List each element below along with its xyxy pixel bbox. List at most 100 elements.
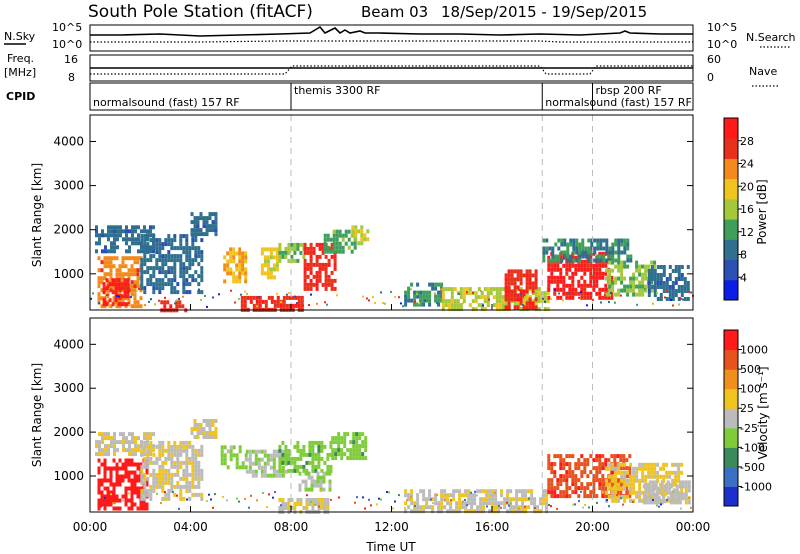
power-cell	[587, 238, 591, 243]
power-cell	[125, 225, 128, 230]
velocity-colorbar-tick-label: -1000	[740, 480, 772, 493]
velocity-cell	[404, 501, 408, 506]
power-cell	[130, 264, 134, 269]
velocity-cell	[632, 470, 636, 475]
power-cell	[109, 276, 113, 281]
velocity-cell	[263, 453, 267, 458]
velocity-cell	[248, 457, 252, 462]
power-cell	[226, 271, 230, 276]
velocity-cell	[314, 452, 318, 457]
power-cell	[179, 266, 183, 271]
velocity-cell	[620, 494, 624, 499]
power-speckle	[570, 291, 572, 294]
velocity-cell	[149, 448, 153, 453]
power-cell	[677, 289, 681, 293]
power-cell	[440, 294, 444, 299]
velocity-cell	[182, 496, 186, 501]
power-cell	[161, 282, 165, 287]
power-cell	[260, 271, 264, 276]
power-cell	[537, 295, 541, 300]
velocity-cell	[574, 478, 578, 483]
velocity-cell	[586, 494, 590, 499]
velocity-cell	[668, 474, 672, 479]
nave-line	[90, 65, 693, 75]
velocity-cell	[355, 444, 359, 449]
power-cell	[595, 275, 599, 280]
power-cell	[321, 242, 325, 247]
power-cell	[486, 295, 490, 300]
velocity-cell	[317, 444, 321, 449]
velocity-cell	[229, 453, 233, 458]
velocity-cell	[164, 460, 168, 465]
power-cell	[155, 250, 159, 255]
power-cell	[199, 216, 203, 221]
velocity-cell	[550, 478, 554, 483]
power-cell	[562, 283, 566, 288]
power-cell	[188, 254, 192, 259]
power-cell	[178, 304, 182, 309]
velocity-cell	[173, 484, 177, 489]
power-cell	[638, 284, 642, 289]
power-cell	[534, 303, 538, 308]
velocity-cell	[155, 456, 159, 461]
power-cell	[161, 278, 165, 283]
power-cell	[453, 287, 457, 292]
velocity-cell	[322, 487, 326, 492]
velocity-cell	[635, 490, 639, 495]
power-cell	[608, 280, 612, 285]
xtick-label: 08:00	[274, 520, 309, 534]
power-cell	[155, 282, 159, 287]
velocity-cell	[124, 498, 128, 503]
velocity-cell	[482, 505, 486, 510]
velocity-cell	[164, 496, 168, 501]
velocity-cell	[302, 452, 306, 457]
power-cell	[185, 254, 189, 259]
power-speckle	[656, 292, 658, 295]
velocity-cell	[158, 440, 162, 445]
power-cell	[562, 287, 566, 292]
power-cell	[238, 267, 242, 272]
power-cell	[281, 250, 285, 255]
power-speckle	[690, 291, 692, 294]
velocity-cell	[109, 482, 113, 487]
power-cell	[107, 237, 110, 242]
power-cell	[158, 282, 162, 287]
velocity-cell	[208, 423, 212, 427]
velocity-cell	[149, 484, 153, 489]
power-cell	[351, 225, 355, 230]
velocity-cell	[191, 484, 195, 489]
velocity-cell	[521, 501, 525, 506]
velocity-cell	[106, 494, 110, 499]
velocity-data-region	[220, 445, 248, 470]
power-cell	[653, 269, 657, 273]
velocity-cell	[179, 452, 183, 457]
power-cell	[327, 258, 331, 263]
power-cell	[169, 304, 173, 309]
power-speckle	[234, 301, 236, 304]
velocity-cell	[322, 471, 326, 476]
velocity-cell	[254, 449, 258, 454]
power-cell	[605, 242, 609, 247]
power-cell	[101, 233, 104, 238]
velocity-cell	[598, 486, 602, 491]
velocity-cell	[530, 489, 534, 494]
velocity-cell	[245, 449, 249, 454]
power-cell	[264, 303, 268, 308]
power-cell	[309, 270, 313, 275]
velocity-cell	[437, 505, 441, 510]
velocity-cell	[337, 436, 341, 441]
power-cell	[139, 296, 143, 301]
velocity-cell	[506, 509, 510, 514]
velocity-cell	[319, 483, 323, 488]
power-cell	[244, 259, 248, 264]
power-data-region	[278, 242, 306, 263]
velocity-cell	[143, 460, 147, 465]
power-cell	[111, 282, 115, 287]
velocity-cell	[568, 470, 572, 475]
velocity-cell	[103, 506, 107, 511]
velocity-cell	[173, 452, 177, 457]
power-speckle	[326, 303, 328, 306]
velocity-cell	[98, 440, 101, 445]
velocity-cell	[476, 489, 480, 494]
